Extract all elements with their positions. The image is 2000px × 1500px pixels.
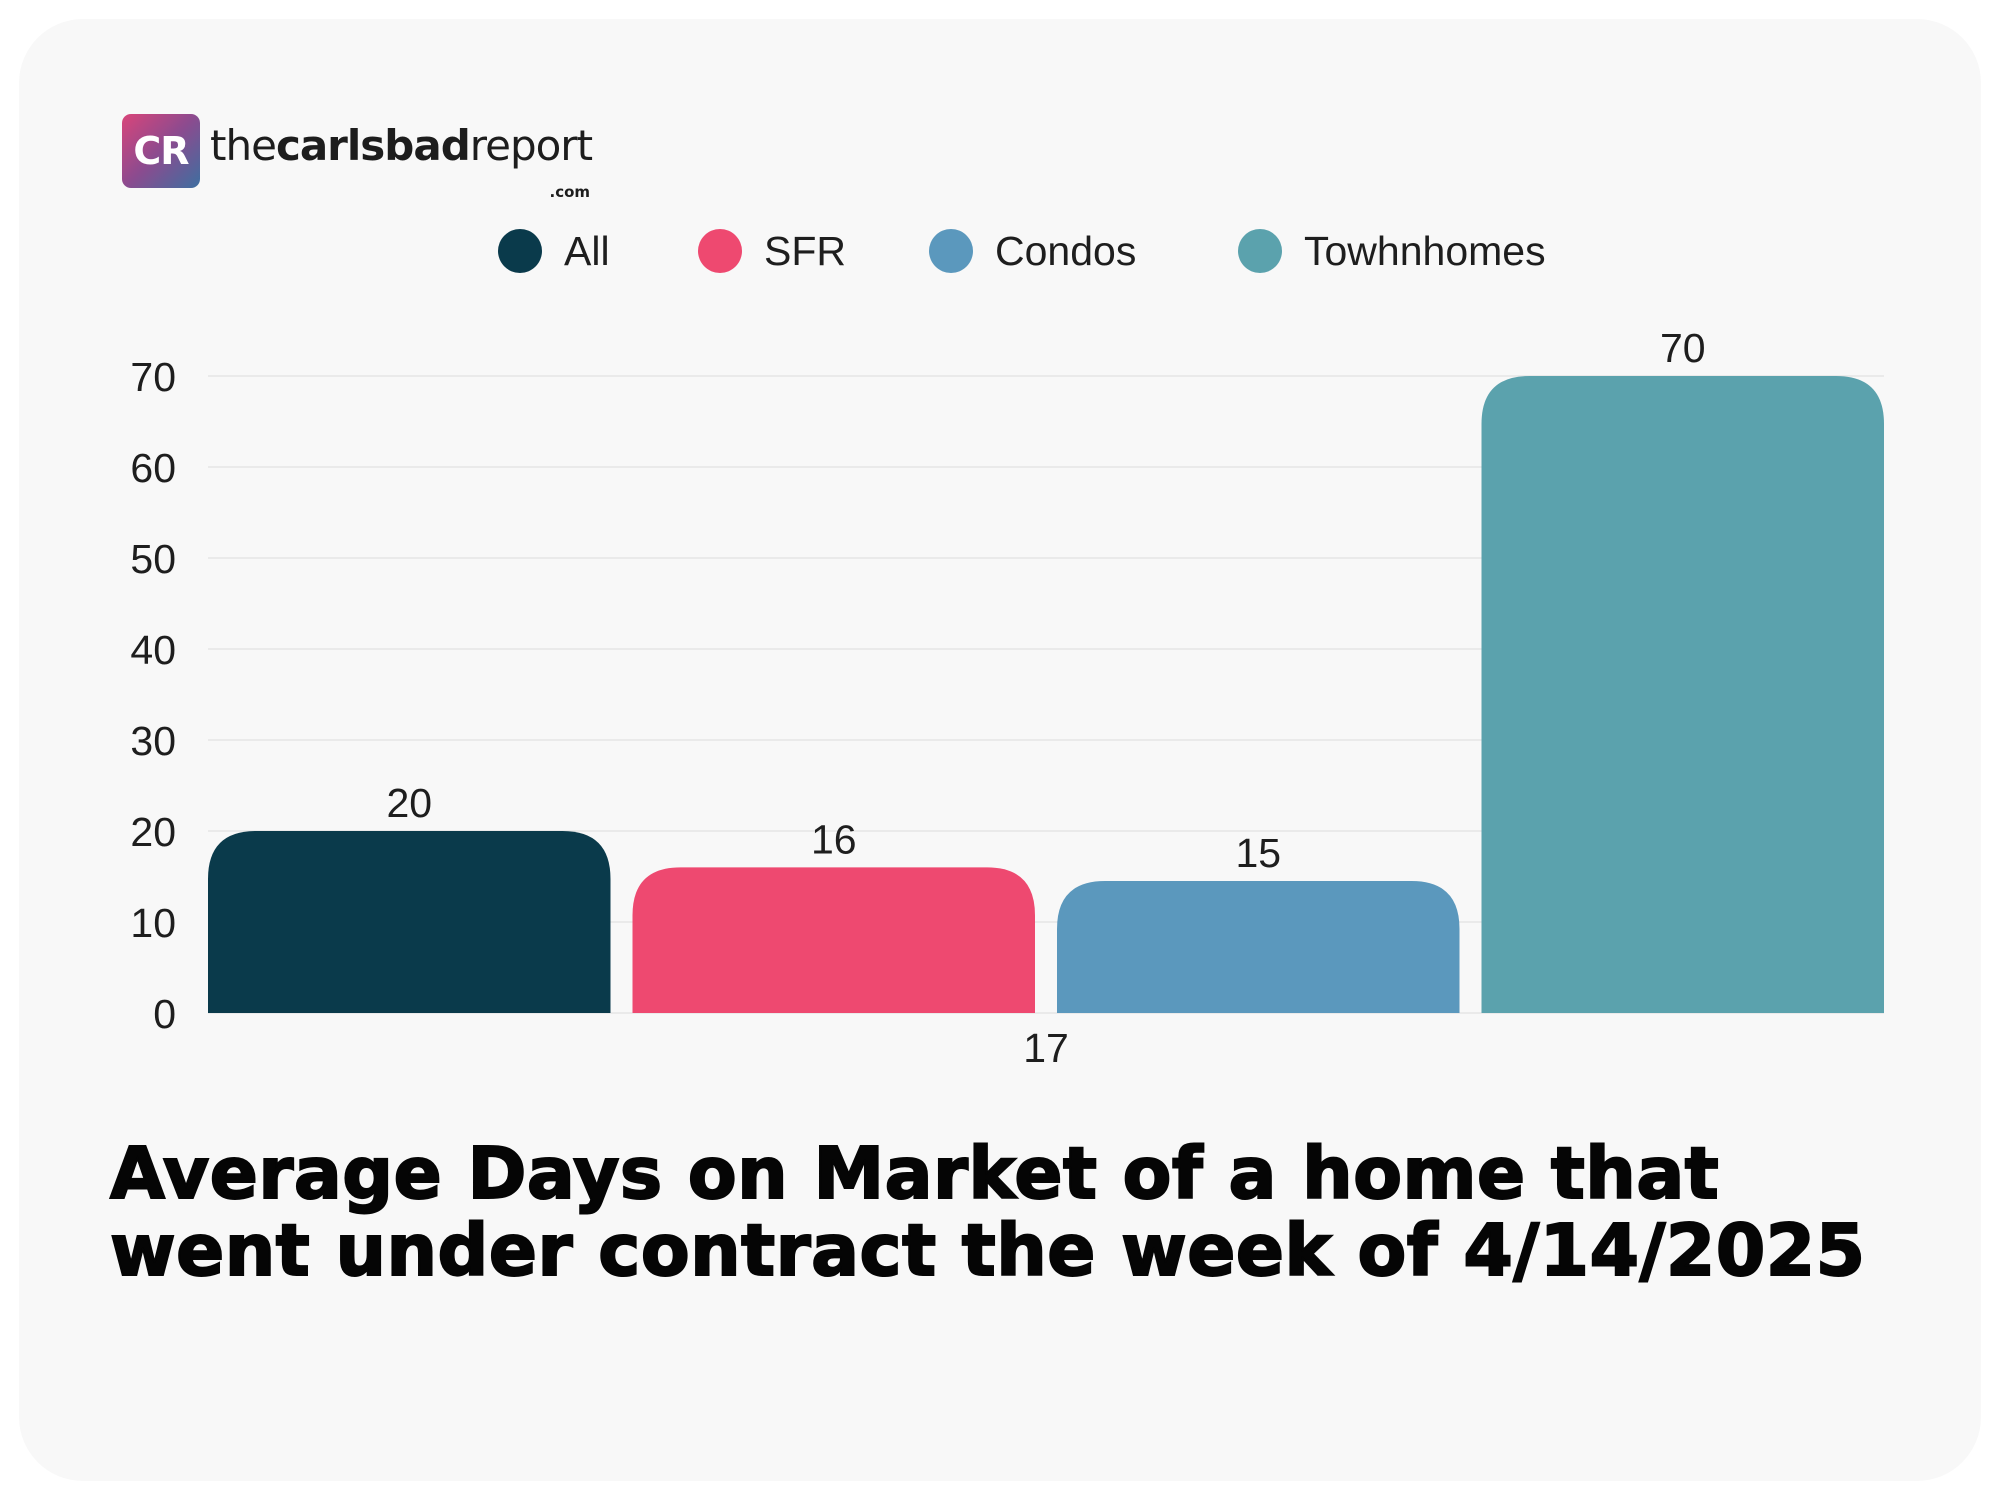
bar-towhnhomes: [1481, 376, 1884, 1013]
logo-mark: CR: [122, 114, 200, 188]
data-label-towhnhomes: 70: [1660, 325, 1706, 371]
bar-condos: [1057, 881, 1460, 1013]
y-tick-label: 40: [130, 627, 176, 673]
y-tick-label: 0: [153, 991, 176, 1037]
chart-title: Average Days on Market of a home that we…: [109, 1132, 1866, 1292]
legend-item-towhnhomes: Towhnhomes: [1238, 228, 1546, 274]
legend-label-all: All: [564, 227, 610, 274]
bar-all: [208, 831, 611, 1013]
legend-label-condos: Condos: [995, 227, 1137, 274]
logo-text-report: report: [469, 121, 593, 170]
legend-item-condos: Condos: [929, 228, 1136, 274]
logo-text-carlsbad: carlsbad: [275, 121, 471, 170]
x-category-label: 17: [1023, 1025, 1069, 1071]
legend-swatch-condos: [929, 229, 973, 273]
logo-text-the: the: [210, 121, 277, 170]
chart-legend: All SFR Condos Towhnhomes: [0, 228, 2000, 274]
bar-chart: 0 10 20 30 40 50 60 70 20 16 15 70 17: [130, 325, 1884, 1071]
data-label-condos: 15: [1235, 830, 1281, 876]
bar-sfr: [632, 867, 1035, 1013]
y-tick-label: 60: [130, 445, 176, 491]
legend-label-towhnhomes: Towhnhomes: [1304, 227, 1546, 274]
logo-wordmark: thecarlsbadreport .com: [210, 121, 593, 202]
legend-label-sfr: SFR: [764, 227, 846, 274]
logo-text-dotcom: .com: [549, 183, 591, 201]
legend-item-all: All: [498, 228, 610, 274]
legend-item-sfr: SFR: [698, 228, 846, 274]
data-label-all: 20: [386, 780, 432, 826]
y-tick-label: 50: [130, 536, 176, 582]
data-label-sfr: 16: [811, 816, 857, 862]
y-tick-label: 20: [130, 809, 176, 855]
legend-swatch-sfr: [698, 229, 742, 273]
y-tick-label: 70: [130, 354, 176, 400]
legend-swatch-all: [498, 229, 542, 273]
legend-swatch-towhnhomes: [1238, 229, 1282, 273]
y-tick-label: 10: [130, 900, 176, 946]
y-tick-label: 30: [130, 718, 176, 764]
brand-logo: CR thecarlsbadreport .com: [122, 114, 593, 202]
